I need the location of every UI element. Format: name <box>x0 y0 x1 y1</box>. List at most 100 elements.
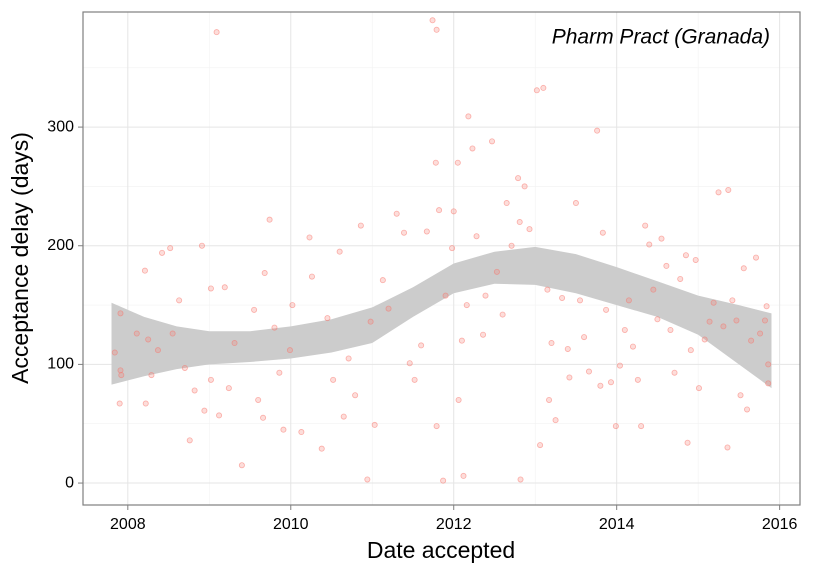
point <box>629 343 636 350</box>
x-tick-label: 2008 <box>110 516 146 533</box>
x-axis-title: Date accepted <box>367 537 515 563</box>
point <box>231 340 238 347</box>
point <box>298 429 305 436</box>
x-tick-label: 2012 <box>436 516 472 533</box>
point <box>261 270 268 277</box>
point <box>687 347 694 354</box>
point <box>221 284 228 291</box>
point <box>159 249 166 256</box>
point <box>336 248 343 255</box>
point <box>499 311 506 318</box>
point <box>460 472 467 479</box>
point <box>548 340 555 347</box>
point <box>757 330 764 337</box>
point <box>213 29 220 36</box>
point <box>465 113 472 120</box>
point <box>266 216 273 223</box>
point <box>667 326 674 333</box>
point <box>517 476 524 483</box>
point <box>537 442 544 449</box>
point <box>765 380 772 387</box>
point <box>493 268 500 275</box>
point <box>715 189 722 196</box>
point <box>308 273 315 280</box>
point <box>207 376 214 383</box>
point <box>720 323 727 330</box>
point <box>345 355 352 362</box>
y-tick-label: 300 <box>47 118 74 135</box>
panel-border <box>82 11 801 506</box>
point <box>621 326 628 333</box>
point <box>289 302 296 309</box>
point <box>357 222 364 229</box>
axes: 2008 2010 2012 2014 2016 0 100 200 300 <box>47 118 797 533</box>
point <box>133 330 140 337</box>
marks <box>111 17 772 484</box>
point <box>616 362 623 369</box>
point <box>740 265 747 272</box>
point <box>318 445 325 452</box>
point <box>393 210 400 217</box>
point <box>154 347 161 354</box>
panel <box>83 12 800 505</box>
point <box>765 361 772 368</box>
point <box>340 413 347 420</box>
point <box>440 477 447 484</box>
point <box>695 385 702 392</box>
point <box>682 252 689 259</box>
point <box>116 400 123 407</box>
point <box>603 306 610 313</box>
y-axis-title: Acceptance delay (days) <box>7 132 33 384</box>
point <box>463 302 470 309</box>
point <box>581 334 588 341</box>
point <box>251 306 258 313</box>
point <box>276 369 283 376</box>
point <box>638 423 645 430</box>
point <box>111 349 118 356</box>
point <box>167 245 174 252</box>
point <box>436 207 443 214</box>
point <box>271 324 278 331</box>
point <box>260 414 267 421</box>
point <box>118 372 125 379</box>
point <box>216 412 223 419</box>
point <box>225 385 232 392</box>
point <box>546 396 553 403</box>
point <box>198 242 205 249</box>
point <box>564 345 571 352</box>
point <box>642 222 649 229</box>
point <box>677 275 684 282</box>
y-tick-label: 200 <box>47 237 74 254</box>
point <box>489 138 496 145</box>
point <box>454 159 461 166</box>
point <box>544 286 551 293</box>
point <box>625 297 632 304</box>
point <box>559 294 566 301</box>
point <box>207 285 214 292</box>
point <box>145 336 152 343</box>
point <box>186 437 193 444</box>
point <box>733 317 740 324</box>
point <box>763 303 770 310</box>
point <box>724 444 731 451</box>
point <box>658 235 665 242</box>
point <box>612 423 619 430</box>
point <box>521 183 528 190</box>
point <box>324 315 331 322</box>
point <box>663 262 670 269</box>
smooth-band <box>111 246 772 389</box>
point <box>191 387 198 394</box>
point <box>540 84 547 91</box>
point <box>671 369 678 376</box>
point <box>482 292 489 299</box>
point <box>515 175 522 182</box>
point <box>761 317 768 324</box>
point <box>411 376 418 383</box>
point <box>286 347 293 354</box>
point <box>406 360 413 367</box>
point <box>433 26 440 33</box>
point <box>280 426 287 433</box>
point <box>442 292 449 299</box>
